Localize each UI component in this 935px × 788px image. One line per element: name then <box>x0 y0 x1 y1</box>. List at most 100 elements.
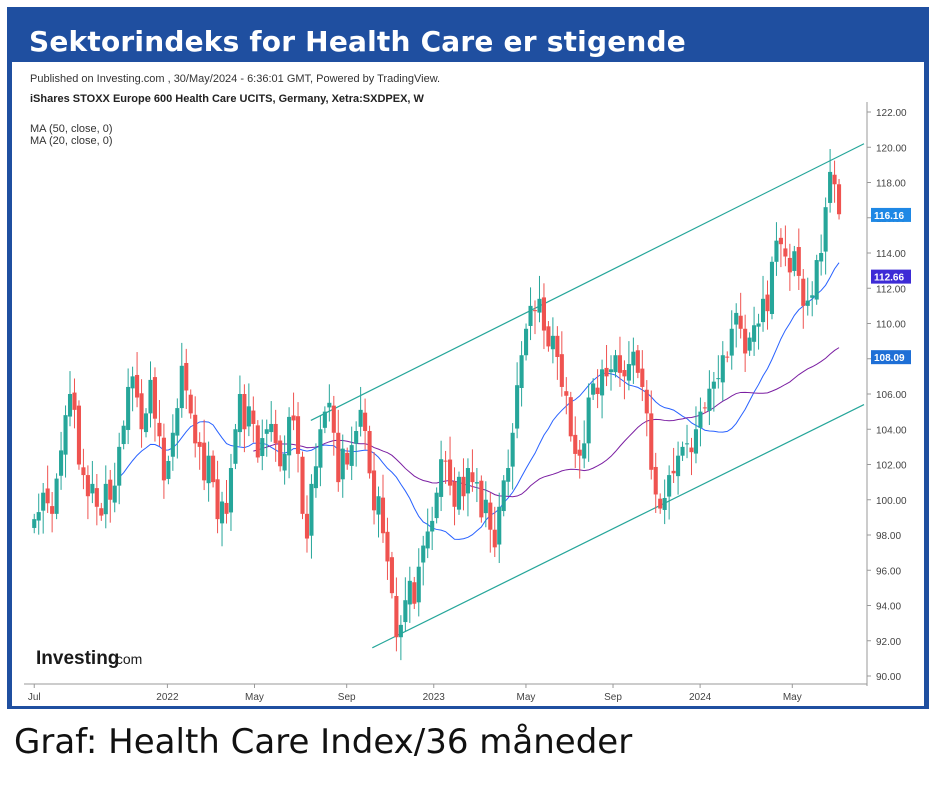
candle-body <box>269 423 274 433</box>
candle-body <box>479 480 484 518</box>
candle-body <box>769 261 775 314</box>
candle-body <box>228 468 234 513</box>
candle-body <box>760 298 766 323</box>
candle-body <box>743 328 748 354</box>
candle-body <box>823 207 828 252</box>
candle-body <box>716 378 721 380</box>
candle-body <box>796 247 801 276</box>
candle-body <box>497 506 502 545</box>
candle-body <box>135 374 140 398</box>
candle-body <box>684 443 690 445</box>
candle-body <box>564 391 569 396</box>
candle-body <box>143 413 149 433</box>
candle-body <box>783 248 788 257</box>
candle-body <box>371 470 377 511</box>
candle-body <box>698 411 703 428</box>
candle-body <box>161 437 166 481</box>
candle-body <box>595 387 600 394</box>
candle-body <box>810 295 815 298</box>
candle-body <box>515 385 520 429</box>
candle-body <box>354 431 359 444</box>
candle-body <box>197 441 202 447</box>
candle-body <box>550 335 555 350</box>
candle-body <box>121 425 126 445</box>
candle-body <box>600 369 605 396</box>
candle-body <box>170 432 175 457</box>
candle-body <box>251 410 256 424</box>
candle-body <box>380 497 386 534</box>
candle-body <box>456 476 462 510</box>
candle-body <box>738 315 743 329</box>
candle-body <box>653 466 658 495</box>
channel-lower-line <box>372 404 865 649</box>
candle-body <box>157 422 162 437</box>
candle-body <box>622 370 627 377</box>
y-tick-label: 112.00 <box>876 284 906 295</box>
axes: 122.00120.00118.00116.00114.00112.00110.… <box>24 102 911 703</box>
candle-body <box>179 365 184 409</box>
candle-body <box>300 456 305 514</box>
candle-body <box>389 557 394 594</box>
candle-body <box>519 355 524 389</box>
candle-body <box>470 472 475 483</box>
candle-body <box>54 478 59 514</box>
candle-body <box>117 446 122 486</box>
candle-body <box>676 455 681 477</box>
channel-upper-line <box>310 143 865 421</box>
candle-body <box>671 470 676 474</box>
candle-body <box>658 498 663 509</box>
price-chart: 122.00120.00118.00116.00114.00112.00110.… <box>24 73 911 703</box>
candle-body <box>591 383 596 395</box>
candle-body <box>662 497 667 510</box>
candle-body <box>635 350 640 373</box>
candle-body <box>273 423 278 444</box>
candle-body <box>756 323 761 327</box>
candle-body <box>72 392 77 410</box>
candle-body <box>488 502 493 530</box>
candle-body <box>385 531 390 562</box>
candle-body <box>76 405 82 465</box>
candle-body <box>452 481 457 507</box>
y-tick-label: 122.00 <box>876 108 907 119</box>
candle-body <box>555 335 560 357</box>
candle-body <box>465 468 470 494</box>
candle-body <box>233 429 238 464</box>
moving-averages <box>118 262 840 540</box>
ma20-line <box>118 262 840 540</box>
logo-suffix: .com <box>112 651 142 667</box>
candle-body <box>175 408 180 436</box>
candle-body <box>537 298 542 313</box>
candle-body <box>90 483 95 494</box>
headline: Sektorindeks for Health Care er stigende <box>29 25 686 58</box>
candle-body <box>805 300 810 306</box>
ma50-tag: 108.09 <box>874 353 905 364</box>
candle-body <box>711 381 716 389</box>
figure-caption: Graf: Health Care Index/36 måneder <box>14 722 633 762</box>
candle-body <box>166 460 171 479</box>
candle-body <box>219 501 225 524</box>
candle-body <box>331 405 336 433</box>
candle-body <box>506 468 511 482</box>
candle-body <box>613 355 618 373</box>
y-tick-label: 106.00 <box>876 390 907 401</box>
candle-body <box>322 411 327 428</box>
candle-body <box>729 328 734 356</box>
candle-body <box>59 450 64 476</box>
candle-body <box>573 434 578 454</box>
x-tick-label: May <box>245 692 264 703</box>
candle-body <box>336 432 341 483</box>
candle-body <box>278 440 283 467</box>
candle-body <box>318 429 323 468</box>
instrument-name: iShares STOXX Europe 600 Health Care UCI… <box>30 93 425 105</box>
candle-body <box>211 455 216 483</box>
y-tick-label: 114.00 <box>876 249 906 260</box>
candle-body <box>403 600 408 623</box>
candle-body <box>644 389 649 414</box>
x-tick-label: May <box>783 692 802 703</box>
candle-body <box>63 415 68 455</box>
candle-body <box>85 475 90 497</box>
candle-body <box>439 459 444 497</box>
candle-body <box>836 184 842 215</box>
y-tick-label: 110.00 <box>876 320 906 331</box>
candle-body <box>734 312 739 325</box>
